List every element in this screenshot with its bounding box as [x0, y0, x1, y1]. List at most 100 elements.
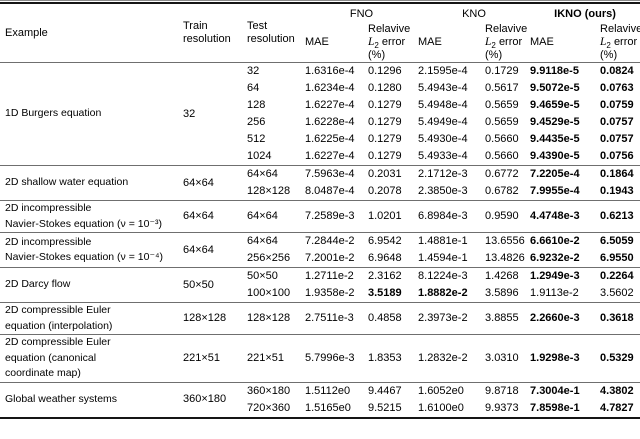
ikno-mae-cell: 2.2660e-3: [530, 302, 601, 335]
col-header-example: Example: [5, 26, 48, 39]
col-header-train-resolution: Train resolution: [183, 20, 231, 45]
ikno-mae-cell: 1.9298e-3: [530, 334, 601, 382]
train-resolution-cell: 64×64: [183, 165, 247, 201]
fno-rel-error-cell: 9.5215: [368, 401, 402, 414]
col-header-fno-rel-error: Relavive L2 error (%): [368, 22, 418, 63]
test-resolution-cell: 128: [247, 99, 266, 111]
example-name: 1D Burgers equation: [0, 62, 183, 166]
test-resolution-cell: 512: [247, 133, 266, 145]
kno-mae-cell: 2.3973e-2: [418, 302, 486, 335]
ikno-rel-error-cell: 0.1864: [600, 165, 640, 183]
fno-mae-cell: 7.2001e-2: [305, 252, 355, 264]
table-row: 256×256 7.2001e-2 6.9648 1.4594e-1 13.4826 6.…: [0, 250, 640, 268]
ikno-rel-error-cell: 4.7827: [600, 401, 634, 414]
test-resolution-cell: 1024: [247, 150, 272, 162]
table-row: Global weather systems 360×180 360×180 1.51…: [0, 381, 640, 418]
kno-rel-error-cell: 0.5617: [485, 82, 519, 94]
rel-error-line2: L2 error: [368, 35, 406, 50]
rel-error-line3: (%): [600, 48, 618, 61]
kno-mae-cell: 2.3850e-3: [418, 185, 468, 197]
train-resolution-cell: 32: [183, 62, 247, 166]
col-header-fno-mae: MAE: [305, 35, 329, 48]
kno-rel-error-cell: 3.0310: [485, 334, 531, 382]
fno-rel-error-cell: 0.2031: [368, 165, 419, 183]
table-row: 1024 1.6227e-4 0.1279 5.4933e-4 0.5660 9.4390…: [0, 148, 640, 166]
fno-mae-cell: 1.6316e-4: [305, 62, 368, 80]
ikno-mae-cell: 6.9232e-2: [530, 252, 580, 264]
group-header-ikno: IKNO (ours): [554, 8, 616, 20]
ikno-mae-cell: 7.2205e-4: [530, 165, 601, 183]
kno-mae-cell: 1.4881e-1: [418, 232, 486, 250]
fno-rel-error-cell: 0.1296: [368, 62, 419, 80]
test-resolution-cell: 128×128: [247, 185, 291, 197]
ikno-rel-error-cell: 0.0763: [600, 82, 634, 94]
kno-mae-cell: 1.4594e-1: [418, 252, 468, 264]
ikno-rel-error-cell: 0.5329: [600, 334, 640, 382]
fno-mae-cell: 1.6227e-4: [305, 99, 355, 111]
fno-rel-error-cell: 1.8353: [368, 334, 419, 382]
train-resolution-cell: 50×50: [183, 267, 247, 303]
kno-rel-error-cell: 0.1729: [485, 62, 531, 80]
fno-rel-error-cell: 2.3162: [368, 267, 419, 285]
example-name: 2D incompressible Navier-Stokes equation …: [0, 232, 183, 268]
fno-rel-error-cell: 1.0201: [368, 200, 419, 233]
group-header-kno: KNO: [462, 8, 486, 20]
kno-rel-error-cell: 0.5660: [485, 133, 519, 145]
rel-error-line3: (%): [368, 48, 386, 61]
kno-mae-cell: 5.4930e-4: [418, 133, 468, 145]
ikno-rel-error-cell: 6.9550: [600, 252, 634, 264]
test-resolution-cell: 64×64: [247, 232, 305, 250]
col-header-ikno-rel-error: Relavive L2 error (%): [600, 22, 640, 63]
test-resolution-cell: 100×100: [247, 287, 291, 299]
kno-mae-cell: 5.4948e-4: [418, 99, 468, 111]
table-row: 100×100 1.9358e-2 3.5189 1.8882e-2 3.5896 1.9…: [0, 285, 640, 303]
kno-mae-cell: 1.8882e-2: [418, 287, 468, 299]
rel-error-line3: (%): [485, 48, 503, 61]
fno-rel-error-cell: 0.2078: [368, 185, 402, 197]
kno-mae-cell: 1.6100e0: [418, 401, 464, 414]
kno-rel-error-cell: 0.5659: [485, 99, 519, 111]
ikno-rel-error-cell: 0.0757: [600, 133, 634, 145]
ikno-rel-error-cell: 0.3618: [600, 302, 640, 335]
test-resolution-cell: 32: [247, 62, 305, 80]
ikno-rel-error-cell: 0.1943: [600, 185, 634, 197]
test-resolution-cell: 256: [247, 116, 266, 128]
fno-rel-error-cell: 0.1279: [368, 150, 402, 162]
test-resolution-cell: 256×256: [247, 252, 291, 264]
ikno-rel-error-cell: 0.0824: [600, 62, 640, 80]
ikno-rel-error-cell: 0.6213: [600, 200, 640, 233]
ikno-mae-cell: 9.9118e-5: [530, 62, 601, 80]
example-name: 2D incompressible Navier-Stokes equation …: [0, 200, 183, 233]
ikno-mae-cell: 9.4659e-5: [530, 99, 580, 111]
group-header-fno: FNO: [349, 8, 374, 20]
top-hairline-rule: [0, 0, 640, 1]
table-row: 2D compressible Euler equation (interpola…: [0, 302, 640, 335]
rel-error-line1: Relavive: [485, 22, 528, 35]
train-resolution-cell: 64×64: [183, 200, 247, 233]
ikno-mae-cell: 9.5072e-5: [530, 82, 580, 94]
table-row: 512 1.6225e-4 0.1279 5.4930e-4 0.5660 9.4435e…: [0, 131, 640, 148]
table-row: 1D Burgers equation 32 32 1.6316e-4 0.1296 2.…: [0, 62, 640, 166]
fno-rel-error-cell: 0.1279: [368, 99, 402, 111]
test-resolution-cell: 221×51: [247, 334, 305, 382]
kno-rel-error-cell: 0.6782: [485, 185, 519, 197]
fno-rel-error-cell: 6.9542: [368, 232, 419, 250]
rel-error-line1: Relavive: [600, 22, 640, 35]
fno-rel-error-cell: 0.1279: [368, 133, 402, 145]
table-row: 720×360 1.5165e0 9.5215 1.6100e0 9.9373 7.859…: [0, 400, 640, 418]
fno-mae-cell: 1.2711e-2: [305, 267, 368, 285]
table-row: 128×128 8.0487e-4 0.2078 2.3850e-3 0.6782 7.9…: [0, 183, 640, 201]
rel-error-line1: Relavive: [368, 22, 411, 35]
ikno-mae-cell: 7.9955e-4: [530, 185, 580, 197]
ikno-rel-error-cell: 0.2264: [600, 267, 640, 285]
fno-mae-cell: 1.6227e-4: [305, 150, 355, 162]
table-row: 2D shallow water equation 64×64 64×64 7.596…: [0, 165, 640, 201]
table-header: Example Train resolution Test resolution…: [0, 3, 640, 63]
kno-mae-cell: 1.6052e0: [418, 381, 486, 400]
test-resolution-cell: 64×64: [247, 200, 305, 233]
train-resolution-cell: 360×180: [183, 381, 247, 418]
fno-mae-cell: 1.6234e-4: [305, 82, 355, 94]
fno-mae-cell: 8.0487e-4: [305, 185, 355, 197]
col-header-ikno-mae: MAE: [530, 35, 554, 48]
